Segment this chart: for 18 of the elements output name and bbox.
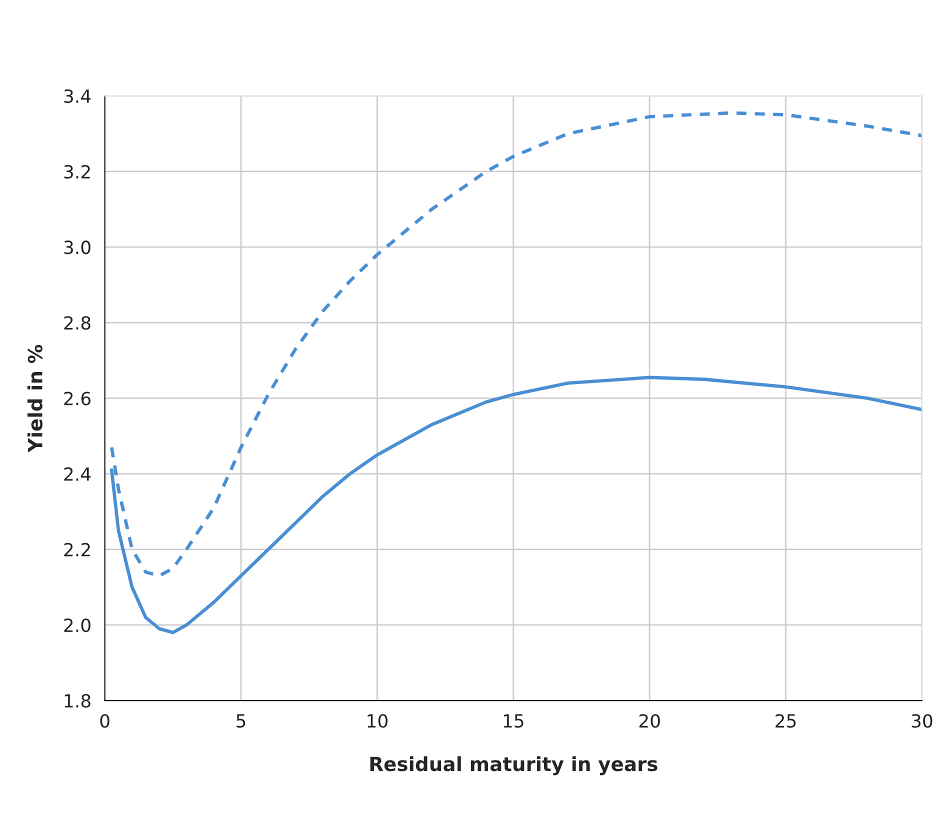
y-tick-label: 3.0 (64, 240, 90, 254)
y-axis-title: Yield in % (27, 344, 42, 452)
y-tick-label: 2.8 (64, 316, 90, 330)
y-tick-label: 2.4 (64, 467, 91, 481)
x-tick-label: 30 (912, 714, 932, 728)
y-tick-label: 2.2 (64, 542, 90, 556)
y-tick-label: 3.2 (64, 164, 90, 179)
x-tick-label: 0 (100, 714, 110, 728)
x-tick-label: 15 (504, 714, 524, 728)
y-tick-label: 1.8 (64, 694, 90, 708)
x-tick-label: 10 (368, 714, 388, 728)
x-tick-label: 25 (776, 714, 796, 728)
y-tick-label: 3.4 (64, 89, 91, 104)
x-axis-title: Residual maturity in years (370, 756, 658, 776)
y-tick-label: 2.0 (64, 618, 90, 632)
x-tick-label: 20 (639, 714, 660, 728)
x-tick-label: 5 (236, 714, 246, 728)
y-tick-label: 2.6 (64, 392, 90, 406)
